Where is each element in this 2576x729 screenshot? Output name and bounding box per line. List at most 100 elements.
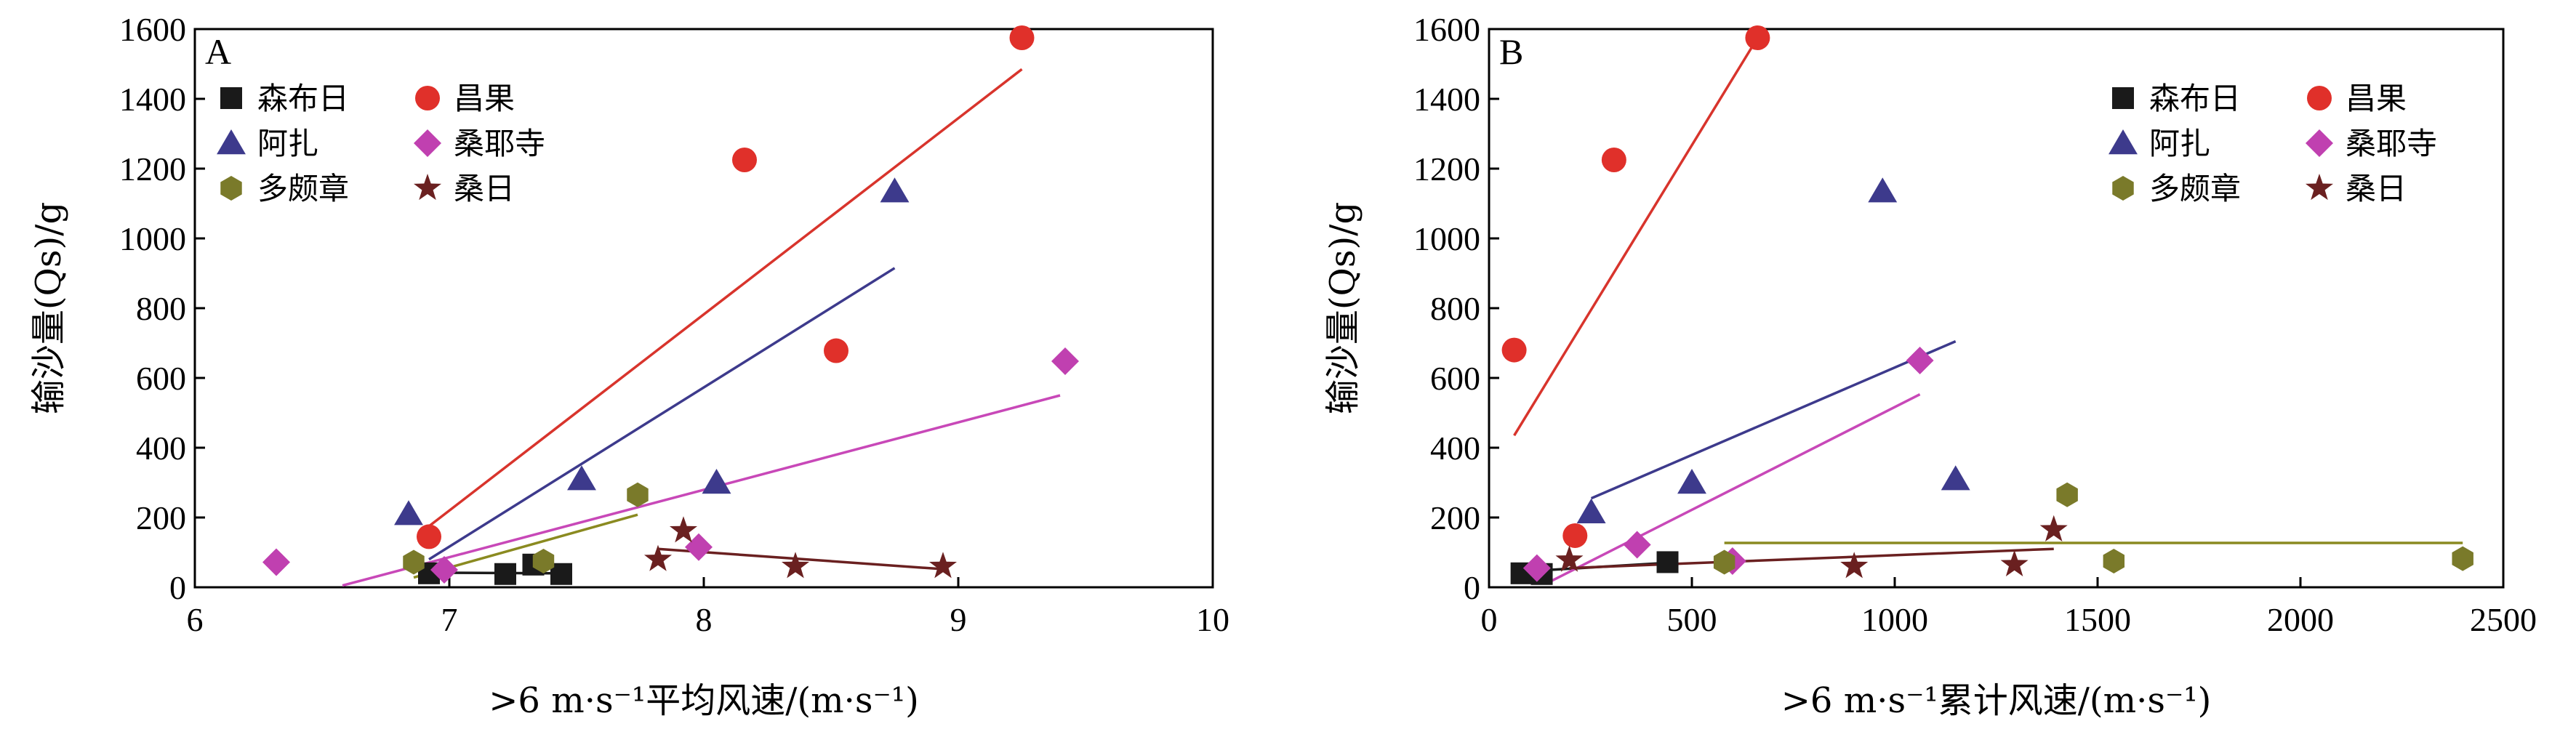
x-tick-label: 2500 <box>2470 601 2537 638</box>
legend-marker <box>2307 86 2332 110</box>
legend-marker <box>2112 176 2134 201</box>
data-point <box>627 482 649 507</box>
y-tick-label: 1000 <box>1413 220 1480 257</box>
data-point <box>2000 549 2029 576</box>
legend-label: 桑耶寺 <box>454 126 545 161</box>
data-point <box>928 552 958 579</box>
y-tick-label: 0 <box>1464 569 1480 606</box>
data-point <box>669 516 698 543</box>
y-tick-label: 1400 <box>1413 81 1480 118</box>
data-point <box>1522 554 1551 582</box>
data-point <box>1745 25 1770 50</box>
data-point <box>1656 551 1679 573</box>
data-point <box>1840 552 1869 579</box>
y-tick-label: 1200 <box>1413 150 1480 188</box>
fit-line <box>428 267 896 561</box>
x-axis-title: >6 m·s⁻¹累计风速/(m·s⁻¹) <box>1781 680 2212 721</box>
legend-label: 阿扎 <box>2149 126 2210 161</box>
legend-marker <box>2108 129 2138 155</box>
data-point <box>417 524 441 549</box>
data-point <box>1501 337 1527 363</box>
data-point <box>824 338 848 363</box>
y-axis-title: 输沙量(Qs)/g <box>28 202 69 414</box>
data-point <box>1677 469 1706 494</box>
x-tick-label: 500 <box>1667 601 1717 638</box>
data-point <box>702 469 731 494</box>
data-point <box>403 549 425 575</box>
fit-line <box>1545 392 1921 585</box>
y-tick-label: 800 <box>1430 290 1480 327</box>
y-tick-label: 200 <box>1430 499 1480 536</box>
y-tick-label: 600 <box>1430 360 1480 397</box>
fit-line <box>342 394 1061 587</box>
data-point <box>1868 177 1898 203</box>
data-point <box>1941 465 1970 491</box>
y-tick-label: 400 <box>136 430 186 467</box>
y-tick-label: 0 <box>169 569 186 606</box>
x-tick-label: 1500 <box>2064 601 2131 638</box>
legend-marker <box>220 87 242 109</box>
x-axis-title: >6 m·s⁻¹平均风速/(m·s⁻¹) <box>489 680 919 721</box>
data-point <box>685 533 713 561</box>
data-point <box>1555 545 1584 572</box>
data-point <box>567 465 596 491</box>
legend-marker <box>217 129 246 155</box>
chart-panel-a: 6 7 8 9 10 0 200 400 600 800 1000 1200 1400 1600 A >6 m… <box>28 11 1229 721</box>
legend-marker <box>220 176 242 201</box>
legend-label: 昌果 <box>454 81 515 116</box>
legend-label: 昌果 <box>2346 81 2407 116</box>
fit-line <box>1590 339 1957 500</box>
data-point <box>2103 549 2125 573</box>
fit-line <box>1513 37 1759 437</box>
data-point <box>1562 523 1588 548</box>
legend-label: 多颇章 <box>2149 171 2241 206</box>
y-tick-label: 1200 <box>119 150 186 188</box>
data-point <box>1623 531 1651 559</box>
legend-label: 森布日 <box>257 81 349 116</box>
panel-letter: B <box>1499 31 1523 72</box>
data-point <box>643 544 673 571</box>
data-point <box>1576 498 1606 523</box>
y-tick-label: 1600 <box>1413 11 1480 48</box>
data-point <box>781 552 810 579</box>
data-point <box>262 548 290 576</box>
data-point <box>1906 347 1934 374</box>
y-tick-label: 1600 <box>119 11 186 48</box>
y-tick-label: 1000 <box>119 220 186 257</box>
legend-marker <box>413 174 442 201</box>
x-tick-label: 10 <box>1196 601 1229 638</box>
legend-marker <box>414 129 441 157</box>
data-point <box>430 556 458 584</box>
x-tick-label: 8 <box>696 601 713 638</box>
x-tick-label: 6 <box>187 601 204 638</box>
y-axis-title: 输沙量(Qs)/g <box>1323 202 1363 414</box>
x-tick-label: 1000 <box>1861 601 1928 638</box>
data-point <box>1601 148 1626 172</box>
data-point <box>532 549 555 573</box>
legend-label: 阿扎 <box>257 126 318 161</box>
data-point <box>732 148 757 172</box>
data-point <box>1713 549 1736 575</box>
data-point <box>880 177 910 203</box>
data-point <box>1051 347 1079 375</box>
legend-label: 桑耶寺 <box>2346 126 2437 161</box>
y-tick-label: 400 <box>1430 430 1480 467</box>
data-point <box>2056 482 2078 507</box>
data-point <box>1009 25 1035 50</box>
fit-line <box>1569 547 2054 570</box>
data-point <box>394 500 423 525</box>
x-tick-label: 7 <box>441 601 458 638</box>
y-tick-label: 1400 <box>119 81 186 118</box>
legend-label: 森布日 <box>2149 81 2241 116</box>
panel-letter: A <box>205 31 231 72</box>
legend-label: 桑日 <box>454 171 515 206</box>
legend-marker <box>2112 87 2134 109</box>
y-tick-label: 800 <box>136 290 186 327</box>
chart-panel-b: 0 500 1000 1500 2000 2500 0 200 400 600 800 1000 120… <box>1323 11 2537 721</box>
fit-line <box>428 68 1023 528</box>
legend-marker <box>415 86 440 110</box>
data-point <box>494 563 516 585</box>
